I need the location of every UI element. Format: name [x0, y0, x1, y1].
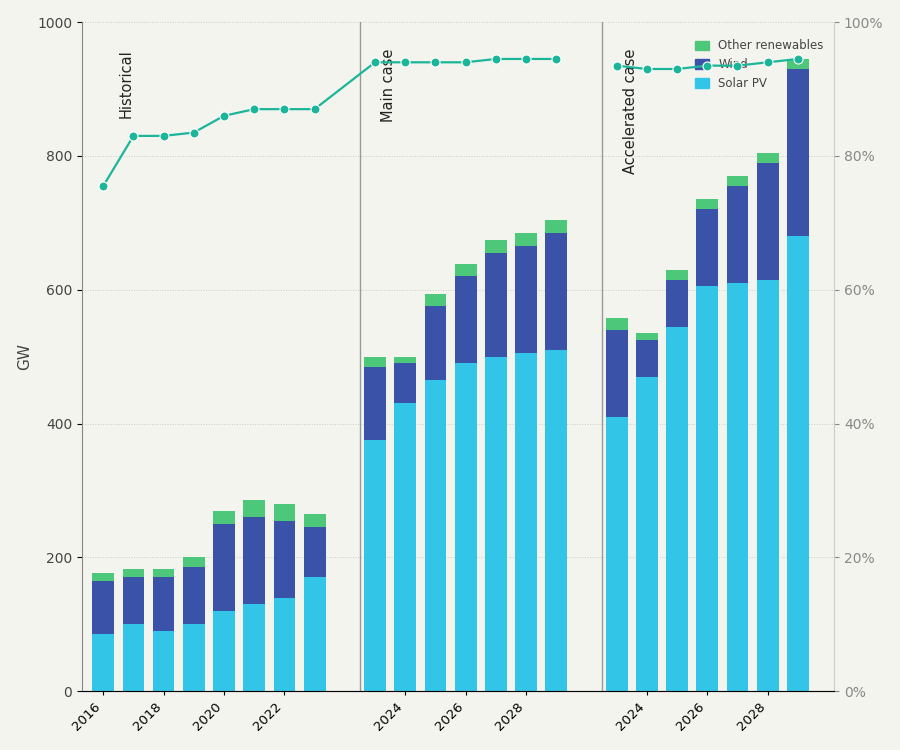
Bar — [454, 277, 476, 363]
Bar — [425, 295, 446, 307]
Bar — [545, 220, 567, 233]
Bar — [515, 246, 537, 353]
Bar — [757, 163, 778, 280]
Bar — [697, 286, 718, 692]
Bar — [726, 283, 748, 692]
Bar — [153, 569, 175, 578]
Bar — [153, 578, 175, 631]
Bar — [425, 380, 446, 692]
Bar — [364, 357, 386, 367]
Bar — [697, 209, 718, 286]
Bar — [243, 500, 266, 517]
Y-axis label: GW: GW — [17, 344, 32, 370]
Bar — [364, 440, 386, 692]
Bar — [606, 330, 627, 417]
Bar — [394, 363, 416, 404]
Bar — [545, 350, 567, 692]
Bar — [636, 376, 658, 692]
Bar — [243, 604, 266, 692]
Bar — [394, 404, 416, 692]
Bar — [122, 624, 144, 692]
Bar — [454, 264, 476, 277]
Text: Historical: Historical — [118, 49, 133, 118]
Bar — [726, 176, 748, 186]
Bar — [485, 253, 507, 357]
Bar — [93, 573, 114, 580]
Bar — [213, 511, 235, 524]
Bar — [274, 504, 295, 520]
Bar — [93, 580, 114, 634]
Bar — [274, 598, 295, 692]
Bar — [515, 233, 537, 246]
Bar — [183, 624, 204, 692]
Bar — [213, 611, 235, 692]
Bar — [454, 363, 476, 692]
Bar — [515, 353, 537, 692]
Bar — [757, 152, 778, 163]
Bar — [606, 318, 627, 330]
Bar — [183, 557, 204, 568]
Bar — [304, 527, 326, 578]
Legend: Other renewables, Wind, Solar PV: Other renewables, Wind, Solar PV — [689, 34, 828, 95]
Bar — [243, 518, 266, 605]
Bar — [757, 280, 778, 692]
Bar — [122, 569, 144, 578]
Bar — [606, 417, 627, 692]
Bar — [666, 270, 688, 280]
Bar — [787, 59, 809, 69]
Bar — [122, 578, 144, 624]
Bar — [274, 520, 295, 598]
Bar — [787, 69, 809, 236]
Bar — [636, 333, 658, 340]
Bar — [394, 357, 416, 363]
Bar — [93, 634, 114, 692]
Bar — [485, 357, 507, 692]
Bar — [304, 514, 326, 527]
Bar — [183, 568, 204, 624]
Bar — [364, 367, 386, 440]
Bar — [545, 233, 567, 350]
Bar — [697, 200, 718, 209]
Bar — [787, 236, 809, 692]
Bar — [304, 578, 326, 692]
Bar — [425, 307, 446, 380]
Bar — [213, 524, 235, 611]
Text: Main case: Main case — [381, 49, 396, 122]
Bar — [153, 631, 175, 692]
Bar — [666, 326, 688, 692]
Bar — [666, 280, 688, 326]
Bar — [726, 186, 748, 283]
Text: Accelerated case: Accelerated case — [623, 49, 638, 174]
Bar — [485, 239, 507, 253]
Bar — [636, 340, 658, 376]
